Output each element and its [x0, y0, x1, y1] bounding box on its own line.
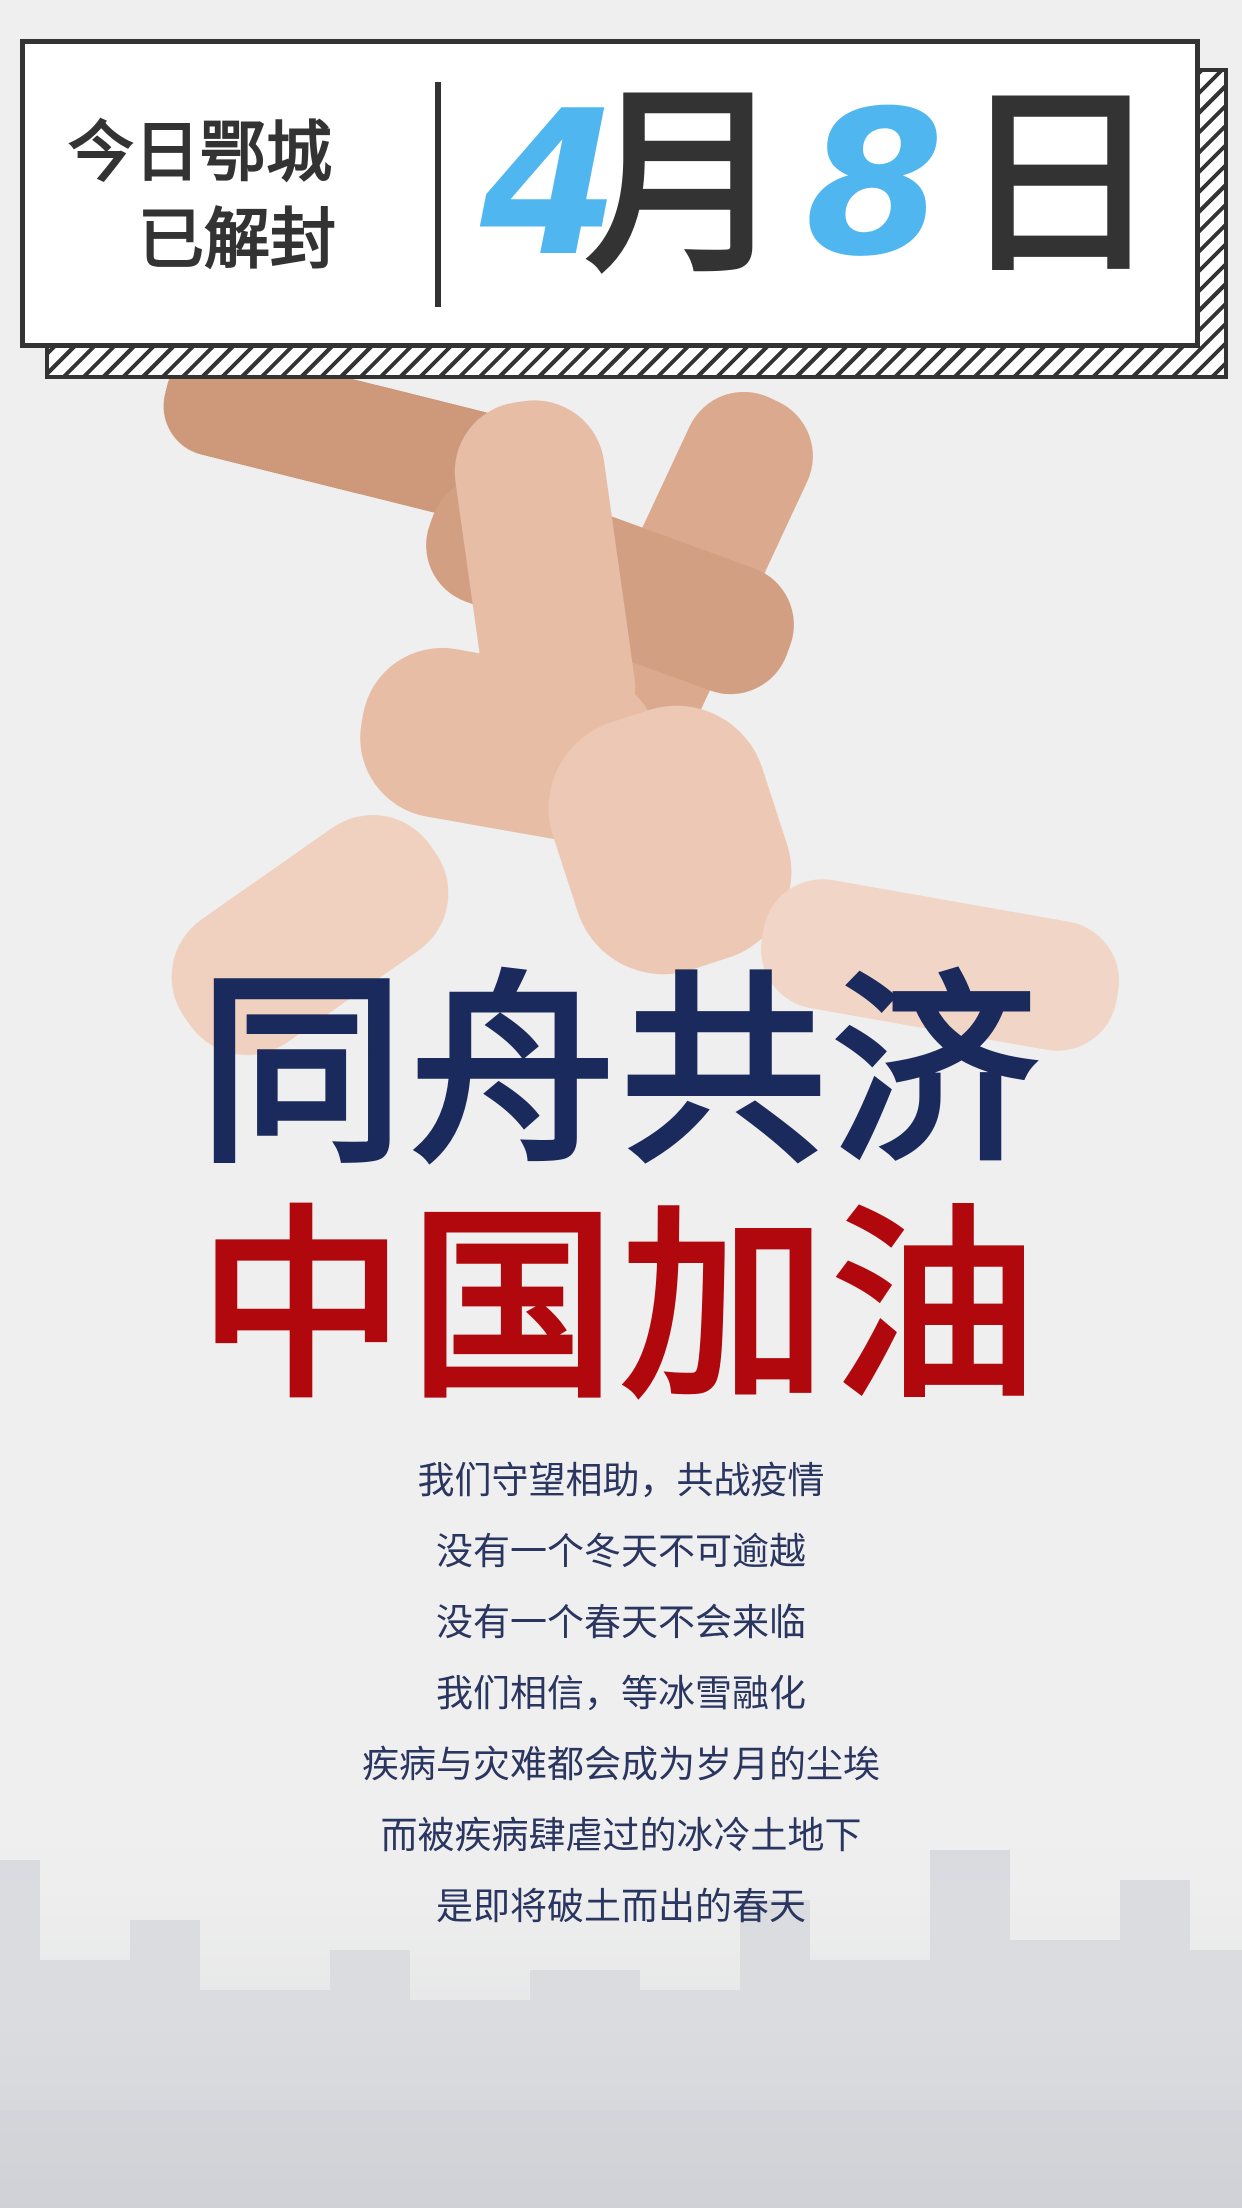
poem-line: 我们守望相助，共战疫情 [417, 1459, 825, 1502]
poem-line: 我们相信，等冰雪融化 [436, 1672, 806, 1715]
poem-line: 而被疾病肆虐过的冰冷土地下 [380, 1814, 862, 1857]
month: 4 [480, 68, 620, 301]
divider [435, 82, 441, 307]
slogan-line1: 同舟共济 [199, 952, 1043, 1192]
hands [163, 346, 1120, 1055]
poem-line: 没有一个春天不会来临 [436, 1601, 806, 1644]
poem-line: 疾病与灾难都会成为岁月的尘埃 [362, 1743, 880, 1786]
header-line2: 已解封 [138, 201, 336, 278]
day-unit: 日 [960, 68, 1161, 301]
header-line1: 今日鄂城 [68, 114, 332, 191]
poem-line: 没有一个冬天不可逾越 [436, 1530, 806, 1573]
month-unit: 月 [585, 68, 786, 301]
poem-line: 是即将破土而出的春天 [436, 1885, 806, 1928]
slogan-line2: 中国加油 [199, 1187, 1043, 1427]
day: 8 [805, 68, 945, 301]
header-box [20, 39, 1200, 348]
skyline [0, 1800, 1242, 2208]
